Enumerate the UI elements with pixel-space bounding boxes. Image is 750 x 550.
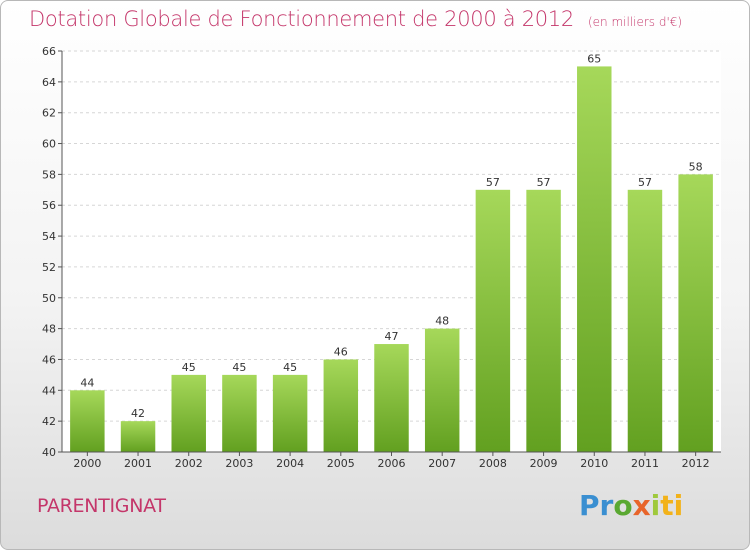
y-tick-label: 58: [42, 168, 56, 181]
bar: [171, 374, 206, 452]
chart-title: Dotation Globale de Fonctionnement de 20…: [29, 7, 682, 31]
x-tick-label: 2012: [682, 457, 710, 470]
data-label: 47: [385, 330, 399, 343]
y-tick-label: 66: [42, 45, 56, 58]
bars: [70, 66, 713, 453]
data-label: 45: [182, 361, 196, 374]
bar: [678, 174, 713, 452]
bar: [627, 189, 663, 453]
bar: [120, 421, 156, 452]
x-tick-label: 2003: [225, 457, 253, 470]
data-label: 42: [131, 407, 145, 420]
y-tick-label: 54: [42, 230, 56, 243]
x-tick-label: 2002: [175, 457, 203, 470]
bar: [70, 390, 105, 452]
x-tick-label: 2008: [479, 457, 507, 470]
data-label: 45: [232, 361, 246, 374]
bar: [424, 328, 460, 452]
labels: 40 42 44 46 48 50 52 54 56 58 60 62 64 66 2000 44 2001 42…: [42, 45, 710, 470]
data-label: 65: [587, 52, 601, 65]
axes: [58, 50, 721, 456]
data-label: 57: [638, 176, 652, 189]
bar: [272, 374, 308, 452]
data-label: 57: [486, 176, 500, 189]
data-label: 58: [689, 160, 703, 173]
data-label: 44: [80, 376, 94, 389]
bar: [323, 359, 359, 452]
x-tick-label: 2000: [73, 457, 101, 470]
data-label: 48: [435, 315, 449, 328]
y-tick-label: 40: [42, 446, 56, 459]
y-tick-label: 46: [42, 353, 56, 366]
chart-unit: (en milliers d'€): [587, 15, 683, 29]
y-tick-label: 64: [42, 76, 56, 89]
bar: [577, 66, 612, 452]
x-tick-label: 2009: [530, 457, 558, 470]
x-tick-label: 2001: [124, 457, 152, 470]
y-tick-label: 50: [42, 292, 56, 305]
y-tick-label: 62: [42, 107, 56, 120]
x-tick-label: 2004: [276, 457, 304, 470]
y-tick-label: 42: [42, 415, 56, 428]
data-label: 57: [537, 176, 551, 189]
x-tick-label: 2005: [327, 457, 355, 470]
chart-title-text: Dotation Globale de Fonctionnement de 20…: [29, 7, 574, 31]
x-tick-label: 2011: [631, 457, 659, 470]
bar: [374, 344, 409, 452]
x-tick-label: 2010: [580, 457, 608, 470]
y-tick-label: 56: [42, 199, 56, 212]
y-tick-label: 60: [42, 138, 56, 151]
y-tick-label: 44: [42, 384, 56, 397]
y-tick-label: 52: [42, 261, 56, 274]
y-tick-label: 48: [42, 323, 56, 336]
x-tick-label: 2006: [378, 457, 406, 470]
data-label: 45: [283, 361, 297, 374]
proxiti-logo: Proxiti: [579, 489, 684, 522]
bar: [475, 189, 511, 453]
bar: [222, 374, 257, 452]
bar: [526, 189, 561, 453]
x-tick-label: 2007: [428, 457, 456, 470]
data-label: 46: [334, 345, 348, 358]
commune-name: PARENTIGNAT: [37, 495, 166, 517]
